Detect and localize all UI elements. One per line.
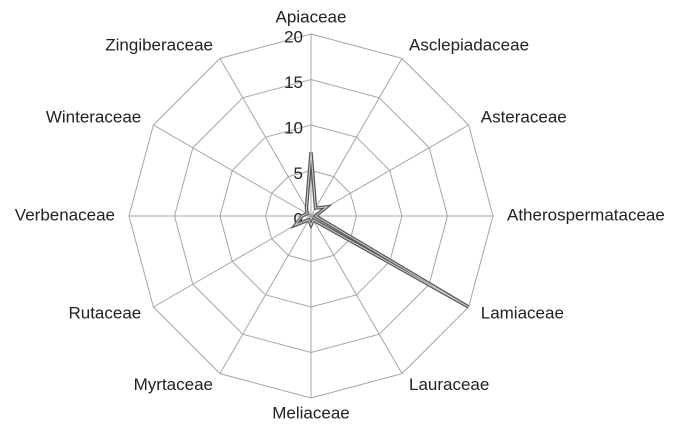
spoke xyxy=(153,215,312,308)
r-tick-label: 10 xyxy=(284,118,303,137)
category-label: Winteraceae xyxy=(46,107,141,126)
spoke xyxy=(219,215,312,374)
category-label: Rutaceae xyxy=(68,303,141,322)
category-label: Myrtaceae xyxy=(134,375,213,394)
series-line-inner xyxy=(293,152,469,308)
category-label: Asteraceae xyxy=(481,107,567,126)
category-label: Asclepiadaceae xyxy=(409,36,529,55)
category-label: Lamiaceae xyxy=(481,303,564,322)
spoke xyxy=(310,215,403,374)
category-label: Verbenaceae xyxy=(15,205,115,224)
r-tick-label: 15 xyxy=(284,73,303,92)
category-label: Atherospermataceae xyxy=(507,205,665,224)
category-label: Meliaceae xyxy=(272,403,350,422)
spoke xyxy=(153,124,312,217)
category-label: Apiaceae xyxy=(276,7,347,26)
r-tick-label: 20 xyxy=(284,27,303,46)
spoke xyxy=(310,124,469,217)
r-tick-label: 5 xyxy=(294,164,303,183)
category-label: Zingiberaceae xyxy=(105,36,213,55)
spoke xyxy=(310,58,403,217)
spoke xyxy=(219,58,312,217)
category-label: Lauraceae xyxy=(409,375,489,394)
